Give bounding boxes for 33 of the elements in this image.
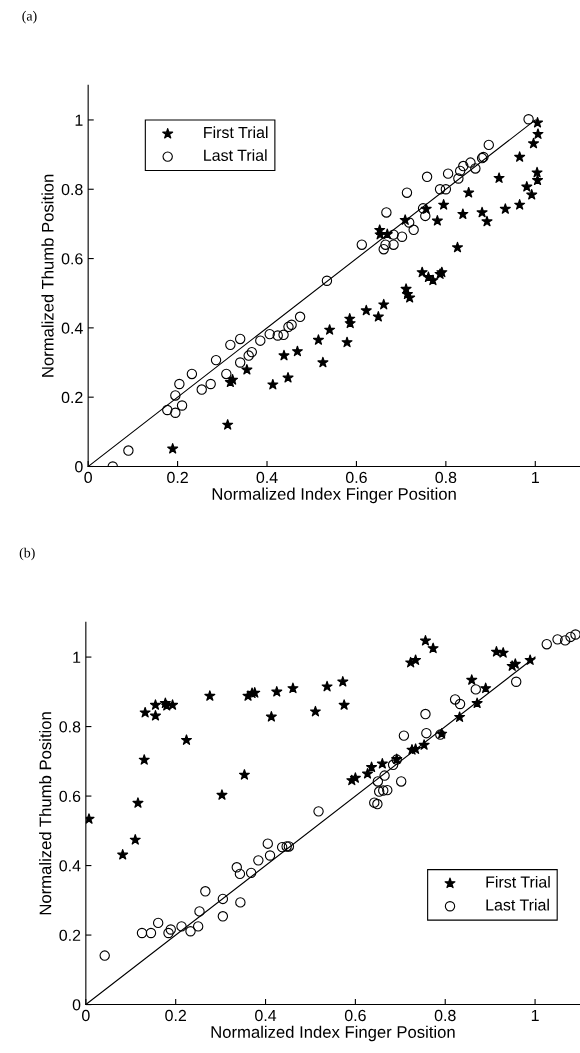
x-tick-label: 0.2: [167, 471, 188, 484]
y-tick-label: 0.8: [59, 721, 81, 733]
y-tick-label: 0.6: [59, 790, 81, 803]
x-tick-label: 0.6: [345, 471, 367, 484]
x-tick-label: 0.4: [256, 471, 278, 484]
y-tick-label: 0: [75, 461, 83, 473]
x-tick-label: 0.8: [435, 471, 457, 484]
y-tick-label: 1: [73, 651, 81, 663]
chart-title: (a): [22, 10, 37, 24]
x-tick-label: 0.6: [344, 1009, 366, 1022]
x-tick-label: 0: [84, 471, 92, 484]
y-tick-label: 0: [72, 999, 81, 1011]
legend-label: Last Trial: [486, 898, 549, 911]
x-axis-title: Normalized Index Finger Position: [211, 1025, 455, 1042]
y-tick-label: 0.4: [61, 322, 83, 334]
chart-title: (b): [19, 547, 35, 561]
x-tick-label: 1: [532, 471, 539, 483]
y-tick-label: 0.2: [59, 929, 81, 942]
x-tick-label: 0.8: [434, 1009, 456, 1022]
y-axis-title: Normalized Thumb Position: [39, 712, 52, 915]
y-tick-label: 0.8: [61, 183, 83, 196]
y-tick-label: 0.2: [61, 391, 83, 404]
legend-label: First Trial: [204, 126, 268, 139]
x-tick-label: 0.2: [165, 1009, 186, 1022]
y-axis-title: Normalized Thumb Position: [41, 174, 54, 377]
legend-label: Last Trial: [204, 149, 267, 161]
y-tick-label: 1: [75, 114, 83, 126]
x-tick-label: 0.4: [255, 1009, 277, 1022]
x-tick-label: 1: [531, 1010, 539, 1021]
y-tick-label: 0.4: [59, 860, 81, 872]
legend-label: First Trial: [486, 875, 550, 888]
y-tick-label: 0.6: [61, 253, 83, 265]
x-axis-title: Normalized Index Finger Position: [212, 487, 456, 504]
